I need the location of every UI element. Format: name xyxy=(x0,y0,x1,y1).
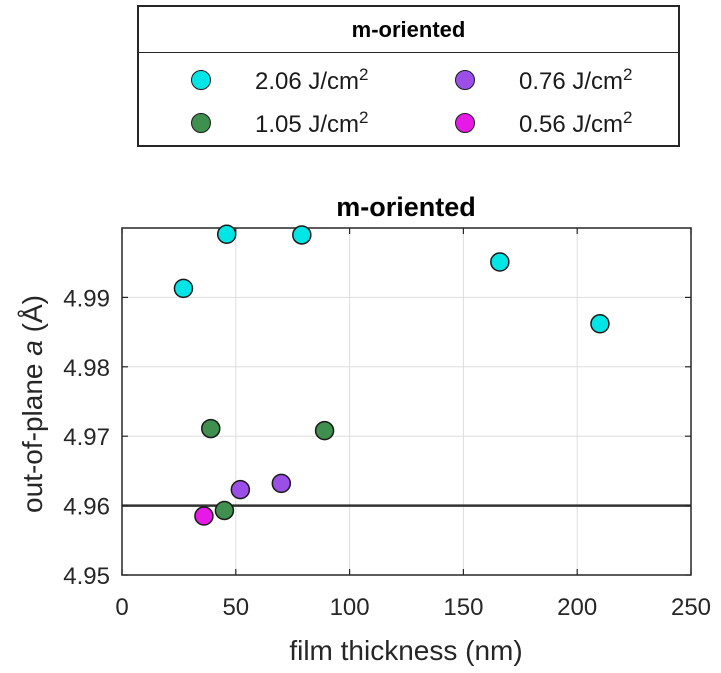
legend-item-0-56: 0.56 J/cm2 xyxy=(455,106,633,140)
data-point xyxy=(590,314,610,334)
legend-item-2-06: 2.06 J/cm2 xyxy=(191,63,369,97)
legend-label-0-56: 0.56 J/cm xyxy=(519,110,624,138)
legend-label-2-06: 2.06 J/cm xyxy=(255,67,360,95)
data-point xyxy=(292,225,312,245)
y-axis-label: out-of-plane a (Å) xyxy=(17,295,48,513)
axes-box xyxy=(121,227,692,576)
legend-label-1-05: 1.05 J/cm xyxy=(255,110,360,138)
y-tick-label: 4.98 xyxy=(63,355,110,382)
data-point xyxy=(214,500,235,521)
x-tick-label: 150 xyxy=(443,594,483,621)
data-point xyxy=(194,506,214,526)
y-tick-labels: 4.95 4.96 4.97 4.98 4.99 xyxy=(63,285,110,590)
x-tick-label: 250 xyxy=(671,594,711,621)
ticks xyxy=(121,228,692,576)
data-point xyxy=(173,278,194,299)
y-axis-label-prefix: out-of-plane xyxy=(17,356,48,513)
legend-item-1-05: 1.05 J/cm2 xyxy=(191,106,369,140)
y-tick-label: 4.95 xyxy=(63,563,110,590)
legend-marker-1-05 xyxy=(191,113,211,133)
x-tick-label: 200 xyxy=(557,594,597,621)
y-tick-label: 4.97 xyxy=(63,424,110,451)
x-tick-label: 50 xyxy=(222,594,249,621)
data-point xyxy=(271,473,292,494)
x-axis-label: film thickness (nm) xyxy=(289,635,522,666)
legend: m-oriented 2.06 J/cm2 0.76 J/cm2 1.05 J/… xyxy=(137,5,680,147)
x-tick-label: 100 xyxy=(330,594,370,621)
y-axis-label-suffix: (Å) xyxy=(17,295,48,340)
y-tick-label: 4.96 xyxy=(63,494,110,521)
y-axis-label-italic: a xyxy=(17,340,48,356)
legend-marker-2-06 xyxy=(191,70,211,90)
data-point xyxy=(230,479,251,500)
legend-marker-0-56 xyxy=(455,113,475,133)
x-tick-label: 0 xyxy=(115,594,128,621)
legend-item-0-76: 0.76 J/cm2 xyxy=(455,63,633,97)
data-points xyxy=(173,224,610,526)
legend-sup-0-76: 2 xyxy=(623,64,633,84)
y-tick-label: 4.99 xyxy=(63,285,110,312)
data-point xyxy=(216,224,237,244)
legend-marker-0-76 xyxy=(455,70,475,90)
scatter-chart: m-oriented 0 50 100 150 200 250 4.954.964.974… xyxy=(17,192,711,666)
legend-sup-2-06: 2 xyxy=(359,64,369,84)
data-point xyxy=(314,420,335,441)
data-point xyxy=(490,252,510,272)
legend-sup-0-56: 2 xyxy=(623,107,633,127)
legend-title: m-oriented xyxy=(139,7,678,53)
legend-label-0-76: 0.76 J/cm xyxy=(519,67,624,95)
data-point xyxy=(201,418,221,439)
chart-title: m-oriented xyxy=(336,192,476,222)
x-tick-labels: 0 50 100 150 200 250 xyxy=(115,594,711,621)
legend-sup-1-05: 2 xyxy=(359,107,369,127)
